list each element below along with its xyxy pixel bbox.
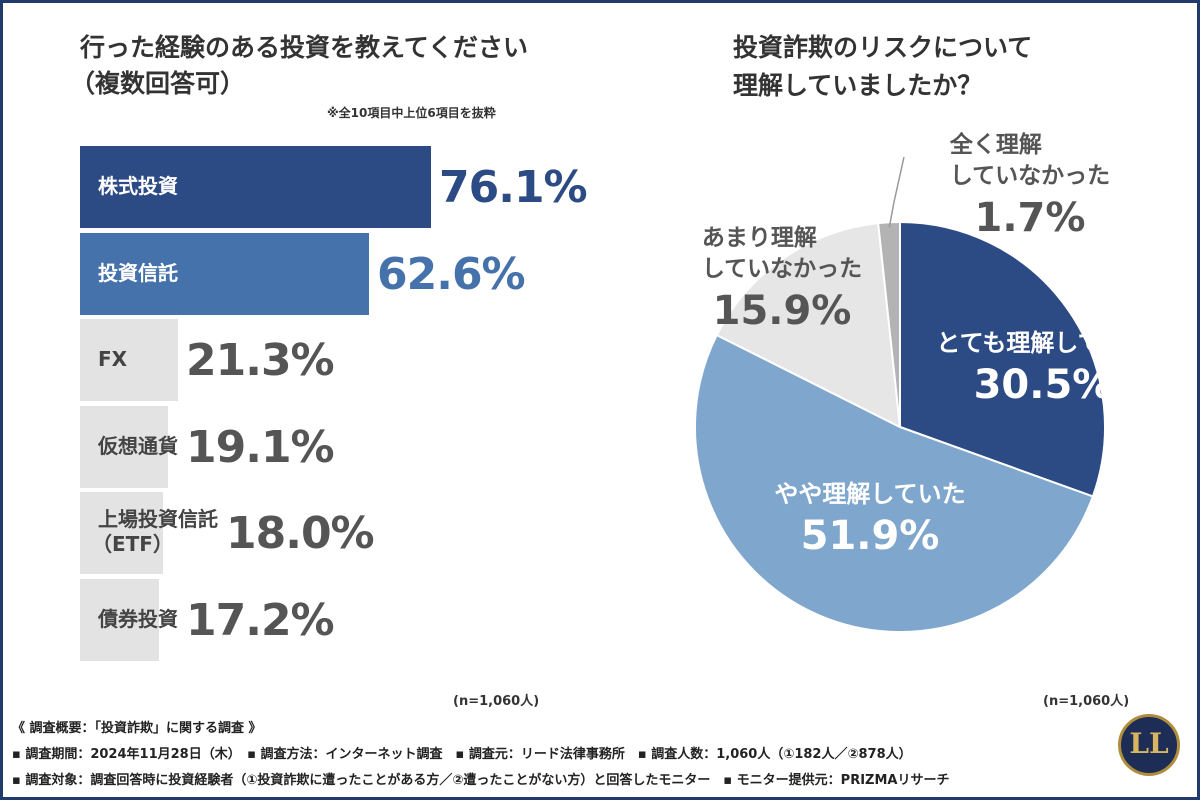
bar-category-label-line: （ETF）: [92, 532, 173, 556]
law-firm-logo: LL: [1118, 714, 1180, 776]
pie-slice-value: 15.9%: [712, 288, 852, 335]
bar-category-label: 債券投資: [98, 607, 178, 632]
survey-details-line2: ▪ 調査対象：調査回答時に投資経験者（①投資詐欺に遭ったことがある方／②遭ったこ…: [12, 773, 950, 788]
pie-slice-label: やや理解していた 51.9%: [774, 478, 965, 562]
bar: [80, 232, 369, 315]
bar-value-label: 17.2%: [186, 594, 335, 646]
pie-slice-category: とても理解していた: [936, 329, 1150, 357]
bar-category-label-line: 株式投資: [98, 174, 178, 198]
bar-category-label-line: 仮想通貨: [98, 433, 178, 458]
bar-chart-title-line1: 行った経験のある投資を教えてください: [80, 33, 529, 62]
bar-chart-sample-size: (n=1,060人): [453, 694, 540, 709]
bar-category-label: 投資信託: [98, 261, 178, 286]
bar-category-label-line: 債券投資: [98, 606, 178, 631]
bar-value-label: 18.0%: [226, 508, 375, 559]
bar-category-label-line: FX: [98, 347, 128, 371]
pie-slice-category: あまり理解: [701, 225, 817, 251]
bar-value-label: 62.6%: [377, 248, 526, 300]
bar: [80, 578, 159, 661]
bar: [80, 319, 178, 401]
survey-summary-heading: 《 調査概要：「投資詐欺」に関する調査 》: [12, 721, 262, 736]
bar-category-label: 株式投資: [98, 174, 178, 199]
bar-chart-title-line2: （複数回答可）: [70, 69, 246, 98]
bar-category-label: FX: [98, 347, 127, 372]
bar-category-label-line: 投資信託: [98, 260, 178, 285]
bar-value-label: 76.1%: [439, 162, 588, 213]
bar: [80, 146, 431, 228]
pie-slice-value: 51.9%: [800, 513, 940, 560]
bar-category-label-line: 上場投資信託: [98, 507, 218, 531]
pie-slice-value: 30.5%: [973, 362, 1113, 409]
bar-category-label: 仮想通貨: [98, 434, 178, 459]
bar: [80, 492, 163, 574]
pie-slice-category: やや理解していた: [774, 480, 966, 508]
pie-slice-category: していなかった: [949, 163, 1111, 190]
pie-slice-value: 1.7%: [974, 195, 1086, 242]
pie-slice-label: あまり理解していなかった 15.9%: [702, 223, 862, 337]
bar-value-label: 21.3%: [186, 335, 335, 386]
bar: [80, 405, 168, 488]
pie-chart-title-line2: 理解していましたか？: [733, 71, 983, 100]
bar-chart-note: ※全10項目中上位6項目を抜粋: [327, 106, 496, 120]
logo-text: LL: [1129, 727, 1169, 760]
bar-value-label: 19.1%: [186, 421, 335, 473]
survey-details-line1: ▪ 調査期間：2024年11月28日（木） ▪ 調査方法：インターネット調査 ▪…: [12, 747, 912, 762]
pie-slice-category: 全く理解: [949, 132, 1042, 158]
pie-slice-label: 全く理解していなかった 1.7%: [950, 130, 1110, 244]
pie-slice-category: していなかった: [701, 256, 863, 283]
pie-slice-label: とても理解していた 30.5%: [936, 327, 1149, 411]
bar-category-label: 上場投資信託 （ETF）: [92, 507, 218, 557]
pie-chart-title-line1: 投資詐欺のリスクについて: [733, 33, 1033, 62]
pie-chart-sample-size: (n=1,060人): [1043, 694, 1130, 709]
